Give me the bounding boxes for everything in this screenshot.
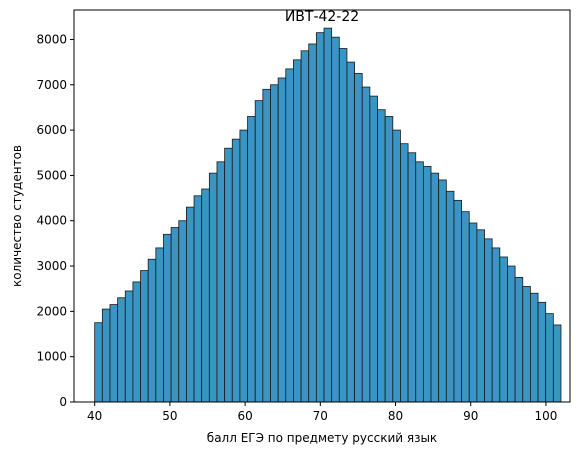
histogram-bar [537, 301, 547, 403]
histogram-bar [468, 222, 478, 403]
y-tick-label: 6000 [36, 123, 67, 137]
histogram-bar [323, 27, 333, 403]
histogram-bar [285, 68, 294, 403]
histogram-bar [94, 322, 103, 403]
histogram-bar [491, 247, 501, 403]
x-tick-label: 40 [87, 409, 102, 423]
histogram-bar [346, 61, 355, 403]
y-tick-label: 8000 [36, 32, 67, 46]
x-tick-label: 50 [162, 409, 177, 423]
histogram-bar [132, 281, 141, 403]
histogram-bar [331, 36, 340, 403]
histogram-bar [124, 290, 134, 403]
histogram-bar [453, 199, 463, 403]
histogram-bar [361, 86, 371, 403]
histogram-bar [147, 258, 157, 403]
histogram-bar [308, 43, 317, 403]
histogram-bar [552, 324, 562, 403]
y-tick-label: 5000 [36, 168, 67, 182]
histogram-bar [407, 152, 417, 403]
histogram-bar [293, 59, 302, 403]
histogram-bar [445, 190, 455, 403]
x-tick-label: 80 [388, 409, 403, 423]
plot-frame [73, 9, 571, 403]
y-tick-label: 4000 [36, 214, 67, 228]
histogram-bar [170, 227, 180, 403]
histogram-bar [461, 211, 470, 403]
histogram-bar [315, 32, 325, 403]
histogram-bar [155, 247, 164, 403]
histogram-bar [369, 95, 378, 403]
histogram-bar [262, 88, 271, 403]
histogram-bar [208, 172, 218, 403]
histogram-bar [430, 172, 440, 403]
histogram-bar [522, 286, 531, 403]
histogram-bar [514, 276, 524, 403]
chart-title: ИВТ-42-22 [285, 9, 359, 25]
histogram-bar [140, 270, 149, 403]
histogram-bar [484, 238, 493, 403]
histogram-bar [239, 129, 248, 403]
histogram-bar [499, 256, 508, 403]
histogram-bar [338, 48, 348, 403]
histogram-bar [530, 292, 539, 403]
histogram-bar [224, 147, 233, 403]
x-tick-label: 100 [534, 409, 557, 423]
x-axis-label: балл ЕГЭ по предмету русский язык [207, 431, 437, 445]
histogram-bar [254, 100, 264, 403]
bars-group [94, 27, 562, 403]
y-tick-label: 2000 [36, 304, 67, 318]
histogram-bar [377, 109, 386, 403]
histogram-bar [247, 116, 256, 403]
histogram-bar [507, 265, 516, 403]
x-tick-label: 60 [237, 409, 252, 423]
histogram-bar [354, 73, 363, 403]
histogram-bar [277, 77, 287, 403]
histogram-bar [415, 161, 424, 403]
histogram-bar [476, 229, 485, 403]
x-axis-ticks: 40 50 60 70 80 90 100 [87, 402, 557, 423]
histogram-bar [231, 138, 241, 403]
histogram-bar [384, 116, 394, 403]
histogram-bar [438, 179, 447, 403]
histogram-bar [545, 313, 554, 403]
x-tick-label: 70 [313, 409, 328, 423]
histogram-bar [101, 308, 111, 403]
histogram-bar [392, 129, 401, 403]
x-tick-label: 90 [463, 409, 478, 423]
y-axis-ticks: 0 1000 2000 3000 4000 5000 6000 7000 8000 [36, 32, 74, 409]
histogram-bar [400, 143, 409, 403]
histogram-bar [193, 195, 203, 403]
y-tick-label: 7000 [36, 78, 67, 92]
y-tick-label: 0 [59, 395, 67, 409]
histogram-bar [270, 84, 279, 403]
histogram-bar [422, 165, 432, 403]
histogram-bar [178, 220, 187, 403]
histogram-bar [216, 161, 226, 403]
y-axis-label: количество студентов [10, 145, 24, 287]
histogram-bar [186, 206, 195, 403]
y-tick-label: 1000 [36, 350, 67, 364]
histogram-bar [117, 297, 126, 403]
histogram-bar [201, 188, 210, 403]
histogram-bar [109, 304, 119, 403]
y-tick-label: 3000 [36, 259, 67, 273]
histogram-bar [163, 233, 172, 403]
histogram-bar [300, 50, 310, 403]
